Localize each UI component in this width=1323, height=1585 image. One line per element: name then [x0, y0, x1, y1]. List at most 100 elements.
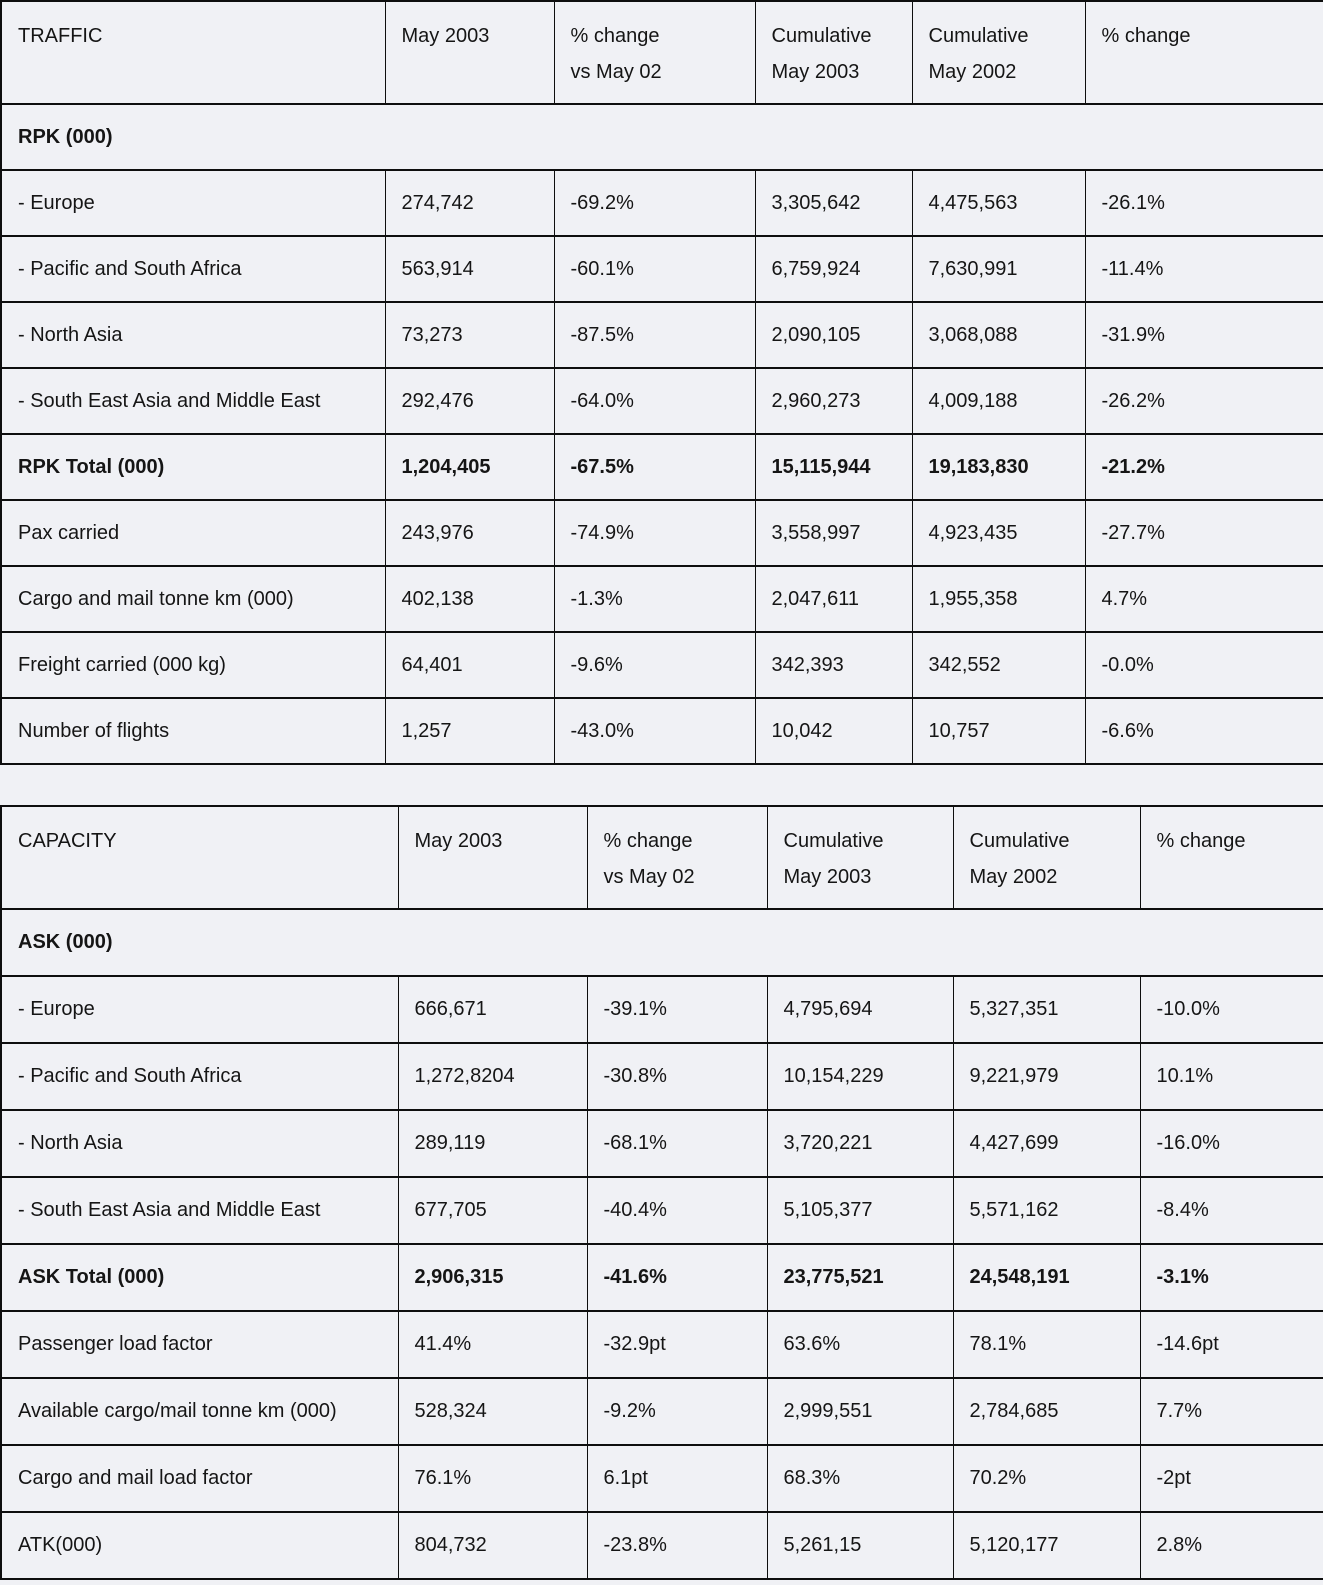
column-header-line: May 2003 — [783, 866, 872, 888]
value-cell: 7.7% — [1139, 1377, 1323, 1446]
value-cell: 804,732 — [397, 1511, 588, 1580]
value-cell: -87.5% — [553, 301, 756, 369]
traffic-column-header: Cumulative May 2002 — [911, 0, 1086, 105]
traffic-column-header: May 2003 — [384, 0, 555, 105]
value-cell: 274,742 — [384, 169, 555, 237]
value-cell: 4,923,435 — [911, 499, 1086, 567]
value-cell: 1,272,8204 — [397, 1042, 588, 1111]
column-header-line: Cumulative — [928, 25, 1029, 47]
value-cell: 19,183,830 — [911, 433, 1086, 501]
row-label: ATK(000) — [0, 1511, 399, 1580]
value-cell: 5,571,162 — [952, 1176, 1141, 1245]
capacity-column-header: CAPACITY — [0, 805, 399, 910]
value-cell: 2,960,273 — [754, 367, 913, 435]
value-cell: -26.2% — [1084, 367, 1323, 435]
value-cell: 342,552 — [911, 631, 1086, 699]
column-header-line: % change — [603, 830, 693, 852]
value-cell: 10,042 — [754, 697, 913, 765]
row-label: Cargo and mail tonne km (000) — [0, 565, 386, 633]
value-cell: 76.1% — [397, 1444, 588, 1513]
value-cell: 4,009,188 — [911, 367, 1086, 435]
value-cell: -69.2% — [553, 169, 756, 237]
row-label: Pax carried — [0, 499, 386, 567]
value-cell: -9.6% — [553, 631, 756, 699]
capacity-column-header: % change — [1139, 805, 1323, 910]
row-label: RPK Total (000) — [0, 433, 386, 501]
value-cell: -68.1% — [586, 1109, 768, 1178]
value-cell: -26.1% — [1084, 169, 1323, 237]
column-header-line: % change — [570, 25, 660, 47]
value-cell: 10,154,229 — [766, 1042, 954, 1111]
table-row: Available cargo/mail tonne km (000) 528,3… — [0, 1377, 1323, 1446]
value-cell: 24,548,191 — [952, 1243, 1141, 1312]
row-label: - South East Asia and Middle East — [0, 367, 386, 435]
row-label: - North Asia — [0, 301, 386, 369]
value-cell: 677,705 — [397, 1176, 588, 1245]
value-cell: -40.4% — [586, 1176, 768, 1245]
column-header-line: TRAFFIC — [18, 25, 103, 47]
value-cell: -23.8% — [586, 1511, 768, 1580]
value-cell: 4,427,699 — [952, 1109, 1141, 1178]
row-label: - North Asia — [0, 1109, 399, 1178]
value-cell: -41.6% — [586, 1243, 768, 1312]
traffic-section-row: RPK (000) — [0, 103, 1323, 171]
row-label: - South East Asia and Middle East — [0, 1176, 399, 1245]
traffic-header-row: TRAFFIC May 2003 % change vs May 02 Cumulati… — [0, 0, 1323, 105]
value-cell: -8.4% — [1139, 1176, 1323, 1245]
traffic-column-header: Cumulative May 2003 — [754, 0, 913, 105]
row-label: Cargo and mail load factor — [0, 1444, 399, 1513]
value-cell: -27.7% — [1084, 499, 1323, 567]
value-cell: -21.2% — [1084, 433, 1323, 501]
column-header-line: % change — [1156, 830, 1246, 852]
value-cell: 1,204,405 — [384, 433, 555, 501]
table-row: ASK Total (000) 2,906,315 -41.6% 23,775,521… — [0, 1243, 1323, 1312]
table-row: Number of flights 1,257 -43.0% 10,042 10,757… — [0, 697, 1323, 765]
value-cell: 73,273 — [384, 301, 555, 369]
value-cell: -67.5% — [553, 433, 756, 501]
value-cell: 243,976 — [384, 499, 555, 567]
value-cell: 289,119 — [397, 1109, 588, 1178]
value-cell: 342,393 — [754, 631, 913, 699]
column-header-line: May 2003 — [771, 61, 860, 83]
table-row: - Europe 274,742 -69.2% 3,305,642 4,475,563-… — [0, 169, 1323, 237]
value-cell: 3,068,088 — [911, 301, 1086, 369]
row-label: - Pacific and South Africa — [0, 1042, 399, 1111]
row-label: Available cargo/mail tonne km (000) — [0, 1377, 399, 1446]
traffic-column-header: % change — [1084, 0, 1323, 105]
value-cell: 23,775,521 — [766, 1243, 954, 1312]
value-cell: 4.7% — [1084, 565, 1323, 633]
column-header-line: May 2002 — [928, 61, 1017, 83]
row-label: ASK Total (000) — [0, 1243, 399, 1312]
value-cell: 1,955,358 — [911, 565, 1086, 633]
column-header-line: vs May 02 — [570, 61, 662, 83]
capacity-section-row: ASK (000) — [0, 908, 1323, 977]
table-row: ATK(000) 804,732 -23.8% 5,261,15 5,120,177 2.… — [0, 1511, 1323, 1580]
row-label: Number of flights — [0, 697, 386, 765]
value-cell: 78.1% — [952, 1310, 1141, 1379]
value-cell: 70.2% — [952, 1444, 1141, 1513]
table-row: - North Asia 289,119 -68.1% 3,720,221 4,427,… — [0, 1109, 1323, 1178]
section-label: RPK (000) — [0, 103, 1323, 171]
value-cell: 10.1% — [1139, 1042, 1323, 1111]
row-label: - Pacific and South Africa — [0, 235, 386, 303]
value-cell: -31.9% — [1084, 301, 1323, 369]
column-header-line: Cumulative — [969, 830, 1070, 852]
capacity-column-header: % change vs May 02 — [586, 805, 768, 910]
value-cell: 563,914 — [384, 235, 555, 303]
value-cell: 41.4% — [397, 1310, 588, 1379]
capacity-column-header: Cumulative May 2003 — [766, 805, 954, 910]
value-cell: 68.3% — [766, 1444, 954, 1513]
value-cell: -43.0% — [553, 697, 756, 765]
value-cell: -6.6% — [1084, 697, 1323, 765]
value-cell: -11.4% — [1084, 235, 1323, 303]
value-cell: 6,759,924 — [754, 235, 913, 303]
table-row: - Europe 666,671 -39.1% 4,795,694 5,327,351-… — [0, 975, 1323, 1044]
table-row: - Pacific and South Africa 1,272,8204 -30.… — [0, 1042, 1323, 1111]
value-cell: -10.0% — [1139, 975, 1323, 1044]
value-cell: 4,795,694 — [766, 975, 954, 1044]
traffic-column-header: % change vs May 02 — [553, 0, 756, 105]
row-label: Passenger load factor — [0, 1310, 399, 1379]
value-cell: -2pt — [1139, 1444, 1323, 1513]
table-gap — [0, 765, 1323, 805]
